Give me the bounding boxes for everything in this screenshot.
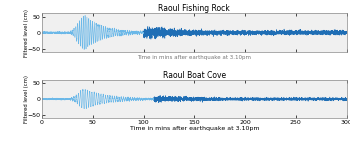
X-axis label: Time in mins after earthquake at 3.10pm: Time in mins after earthquake at 3.10pm (130, 126, 259, 131)
Title: Raoul Boat Cove: Raoul Boat Cove (163, 71, 226, 80)
X-axis label: Time in mins after earthquake at 3.10pm: Time in mins after earthquake at 3.10pm (137, 55, 251, 60)
Title: Raoul Fishing Rock: Raoul Fishing Rock (158, 4, 230, 13)
Y-axis label: Filtered level (cm): Filtered level (cm) (24, 75, 29, 123)
Y-axis label: Filtered level (cm): Filtered level (cm) (24, 9, 29, 57)
